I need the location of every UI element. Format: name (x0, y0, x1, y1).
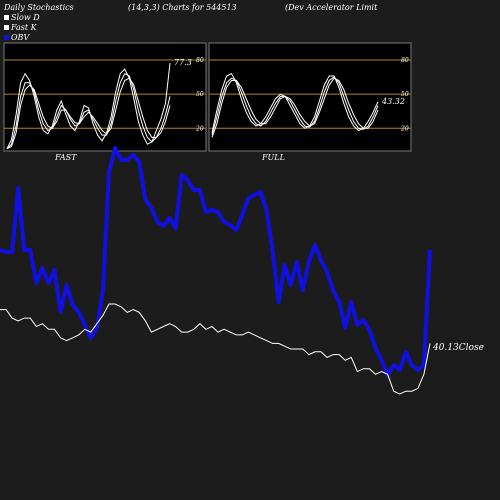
chart-title: Daily Stochastics (4, 3, 74, 12)
full-series-line-2 (211, 77, 379, 138)
company-name: (Dev Accelerator Limit (285, 3, 378, 12)
legend-swatch-fast-k (4, 25, 9, 30)
fast-series-line-0 (6, 63, 171, 149)
full-series-line-1 (211, 76, 379, 136)
full-ytick-20: 20 (400, 125, 409, 132)
fast-series-line-2 (6, 77, 171, 150)
legend-swatch-obv (4, 35, 9, 40)
full-series-line-0 (211, 73, 379, 133)
full-ytick-80: 80 (401, 57, 409, 64)
fast-panel-label: FAST (55, 153, 77, 162)
full-ytick-50: 50 (401, 91, 409, 98)
full-panel-frame (208, 42, 412, 152)
fast-ytick-80: 80 (196, 57, 204, 64)
legend-label-obv: OBV (11, 33, 30, 42)
legend-label-slow-d: Slow D (11, 13, 40, 22)
fast-ytick-50: 50 (196, 91, 204, 98)
legend-label-fast-k: Fast K (11, 23, 37, 32)
full-panel-label: FULL (262, 153, 285, 162)
fast-end-value-label: 77.3 (174, 58, 192, 67)
legend-item-slow-d: Slow D (4, 13, 40, 22)
full-end-value-label: 43.32 (381, 97, 405, 106)
chart-params: (14,3,3) Charts for 544513 (128, 3, 237, 12)
close-value-label: 40.13Close (433, 343, 484, 353)
fast-ytick-20: 20 (195, 125, 204, 132)
fast-series-line-1 (6, 73, 171, 150)
legend-item-obv: OBV (4, 33, 29, 42)
legend-item-fast-k: Fast K (4, 23, 37, 32)
price-line (0, 303, 431, 395)
obv-line (0, 146, 432, 377)
legend-swatch-slow-d (4, 15, 9, 20)
